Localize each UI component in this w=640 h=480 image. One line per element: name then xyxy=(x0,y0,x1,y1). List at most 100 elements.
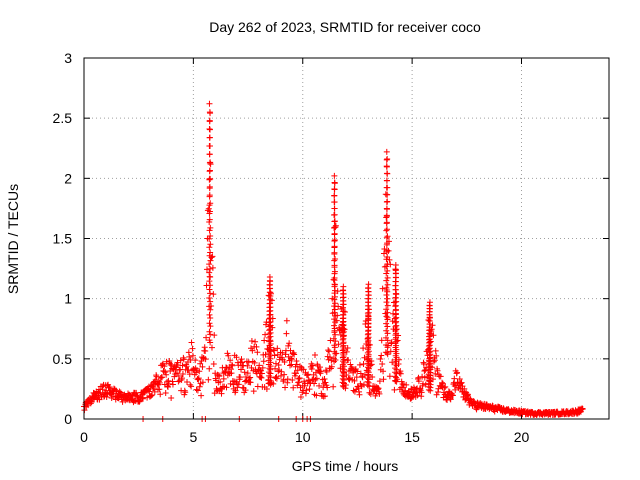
data-point xyxy=(206,286,213,293)
data-point xyxy=(206,167,213,174)
data-point xyxy=(194,375,201,382)
data-point xyxy=(414,392,421,399)
data-point xyxy=(202,348,209,355)
data-point xyxy=(279,349,286,356)
data-point xyxy=(383,247,390,254)
data-point xyxy=(391,386,398,393)
data-point xyxy=(249,347,256,354)
data-point xyxy=(286,340,293,347)
data-point xyxy=(384,281,391,288)
data-point xyxy=(311,380,318,387)
data-point xyxy=(326,354,333,361)
data-point xyxy=(383,212,390,219)
data-point xyxy=(289,377,296,384)
data-point xyxy=(392,294,399,301)
data-point xyxy=(205,205,212,212)
data-point xyxy=(184,378,191,385)
data-point xyxy=(207,306,214,313)
data-point xyxy=(366,389,373,396)
data-point xyxy=(383,284,390,291)
data-point xyxy=(296,375,303,382)
data-point xyxy=(331,296,338,303)
data-point xyxy=(331,172,338,179)
data-point xyxy=(146,388,153,395)
data-point xyxy=(211,332,218,339)
data-point xyxy=(238,366,245,373)
data-point xyxy=(233,378,240,385)
data-point xyxy=(207,241,214,248)
data-point xyxy=(389,359,396,366)
data-point xyxy=(162,369,169,376)
data-point xyxy=(267,278,274,285)
data-point xyxy=(103,394,110,401)
data-point xyxy=(207,314,214,321)
data-point xyxy=(179,371,186,378)
data-point xyxy=(194,387,201,394)
data-point xyxy=(207,323,214,330)
data-point xyxy=(289,350,296,357)
data-point xyxy=(165,380,172,387)
data-point xyxy=(361,381,368,388)
data-point xyxy=(207,339,214,346)
data-point xyxy=(331,306,338,313)
data-point xyxy=(144,394,151,401)
data-point xyxy=(187,381,194,388)
data-point xyxy=(300,366,307,373)
data-point xyxy=(331,224,338,231)
data-point xyxy=(175,378,182,385)
data-point xyxy=(400,384,407,391)
data-point xyxy=(306,386,313,393)
data-point xyxy=(365,309,372,316)
data-point xyxy=(206,269,213,276)
data-point xyxy=(331,303,338,310)
data-point xyxy=(206,311,213,318)
data-point xyxy=(332,312,339,319)
data-point xyxy=(378,352,385,359)
data-point xyxy=(383,227,390,234)
data-point xyxy=(244,362,251,369)
data-point xyxy=(345,357,352,364)
data-point xyxy=(292,372,299,379)
data-point xyxy=(223,384,230,391)
data-point xyxy=(206,320,213,327)
data-point xyxy=(331,287,338,294)
data-point xyxy=(162,390,169,397)
data-point xyxy=(331,180,338,187)
data-point xyxy=(291,351,298,358)
data-point xyxy=(433,352,440,359)
data-point xyxy=(216,373,223,380)
data-point xyxy=(267,289,274,296)
data-point xyxy=(420,380,427,387)
data-point xyxy=(179,375,186,382)
data-point xyxy=(381,245,388,252)
data-point xyxy=(198,392,205,399)
data-point xyxy=(313,392,320,399)
data-point xyxy=(383,148,390,155)
x-tick-label: 15 xyxy=(404,429,420,445)
data-point xyxy=(437,373,444,380)
data-point xyxy=(383,163,390,170)
data-point xyxy=(233,354,240,361)
data-point xyxy=(151,388,158,395)
data-point xyxy=(378,337,385,344)
data-point xyxy=(207,257,214,264)
y-tick-label: 1.5 xyxy=(53,231,73,247)
y-tick-label: 2 xyxy=(64,170,72,186)
data-point xyxy=(292,370,299,377)
data-point xyxy=(217,378,224,385)
data-point xyxy=(328,363,335,370)
data-point xyxy=(383,299,390,306)
data-point xyxy=(149,392,156,399)
data-point xyxy=(260,358,267,365)
data-point xyxy=(206,208,213,215)
data-point xyxy=(253,343,260,350)
data-point xyxy=(272,360,279,367)
data-point xyxy=(111,386,118,393)
data-point xyxy=(439,380,446,387)
data-point xyxy=(331,325,338,332)
data-point xyxy=(331,344,338,351)
data-point xyxy=(237,358,244,365)
data-point xyxy=(368,361,375,368)
data-point xyxy=(206,192,213,199)
